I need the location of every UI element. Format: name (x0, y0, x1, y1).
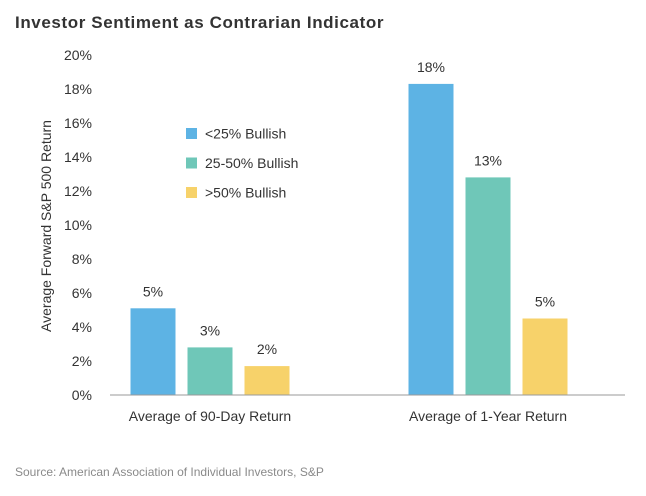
bar (187, 347, 233, 395)
legend-swatch (186, 157, 197, 169)
legend-swatch (186, 187, 197, 198)
chart-title: Investor Sentiment as Contrarian Indicat… (15, 13, 384, 32)
y-tick-label: 14% (64, 149, 92, 165)
y-tick-label: 16% (64, 115, 92, 131)
bar (522, 318, 568, 395)
bar (465, 177, 511, 395)
legend-label: >50% Bullish (205, 185, 286, 201)
y-tick-label: 6% (72, 285, 92, 301)
bar (130, 308, 176, 395)
source-note: Source: American Association of Individu… (15, 465, 324, 479)
x-category-label: Average of 90-Day Return (129, 408, 291, 424)
y-tick-label: 10% (64, 217, 92, 233)
y-axis-ticks: 0% 2% 4% 6% 8% 10% 12% 14% 16% 18% 20% (64, 47, 92, 403)
bars-group (130, 83, 568, 396)
data-labels-group: 5% 3% 2% 18% 13% 5% (143, 59, 555, 357)
y-tick-label: 2% (72, 353, 92, 369)
x-axis-categories: Average of 90-Day Return Average of 1-Yea… (129, 408, 567, 424)
bar-data-label: 18% (417, 59, 445, 75)
y-axis-label: Average Forward S&P 500 Return (38, 120, 54, 332)
legend-label: 25-50% Bullish (205, 155, 298, 171)
bar-data-label: 3% (200, 322, 220, 338)
x-category-label: Average of 1-Year Return (409, 408, 567, 424)
bar (408, 83, 454, 396)
bar (244, 366, 290, 395)
legend-label: <25% Bullish (205, 126, 286, 142)
y-tick-label: 20% (64, 47, 92, 63)
legend: <25% Bullish 25-50% Bullish >50% Bullish (186, 126, 298, 201)
y-tick-label: 8% (72, 251, 92, 267)
y-tick-label: 4% (72, 319, 92, 335)
bar-data-label: 5% (143, 283, 163, 299)
legend-swatch (186, 128, 197, 139)
bar-data-label: 5% (535, 294, 555, 310)
bar-data-label: 13% (474, 152, 502, 168)
y-tick-label: 12% (64, 183, 92, 199)
y-tick-label: 0% (72, 387, 92, 403)
y-tick-label: 18% (64, 81, 92, 97)
bar-data-label: 2% (257, 341, 277, 357)
